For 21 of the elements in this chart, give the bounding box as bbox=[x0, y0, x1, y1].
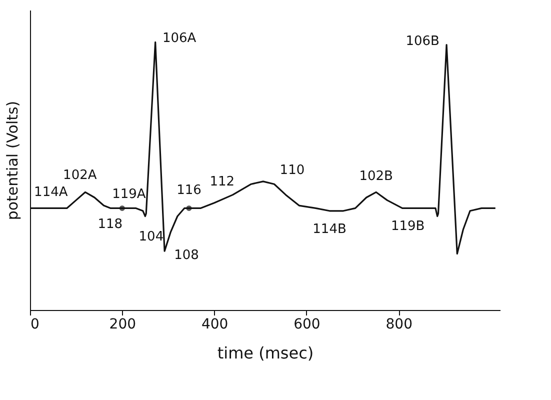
annotation: 104 bbox=[138, 229, 164, 244]
y-axis-title: potential (Volts) bbox=[4, 100, 22, 220]
x-tick-label: 800 bbox=[386, 316, 412, 332]
annotation: 106B bbox=[406, 34, 440, 49]
annotation: 110 bbox=[280, 163, 305, 178]
annotation: 119B bbox=[390, 219, 425, 234]
annotation: 114A bbox=[34, 185, 68, 200]
x-tick-label: 200 bbox=[109, 316, 136, 332]
annotation: 119A bbox=[112, 187, 146, 202]
annotation: 114B bbox=[312, 222, 346, 237]
x-axis-title: time (msec) bbox=[217, 344, 314, 362]
annotation: 112 bbox=[210, 174, 235, 190]
annotation: 102B bbox=[359, 169, 393, 184]
x-tick-label: 400 bbox=[201, 316, 228, 332]
annotation: 106A bbox=[162, 31, 196, 46]
annotation: 116 bbox=[176, 183, 202, 198]
annotation: 108 bbox=[174, 248, 199, 264]
x-tick-label: 0 bbox=[30, 316, 40, 332]
annotation: 102A bbox=[63, 168, 97, 183]
x-tick-label: 600 bbox=[294, 316, 320, 332]
annotation: 118 bbox=[98, 217, 123, 232]
